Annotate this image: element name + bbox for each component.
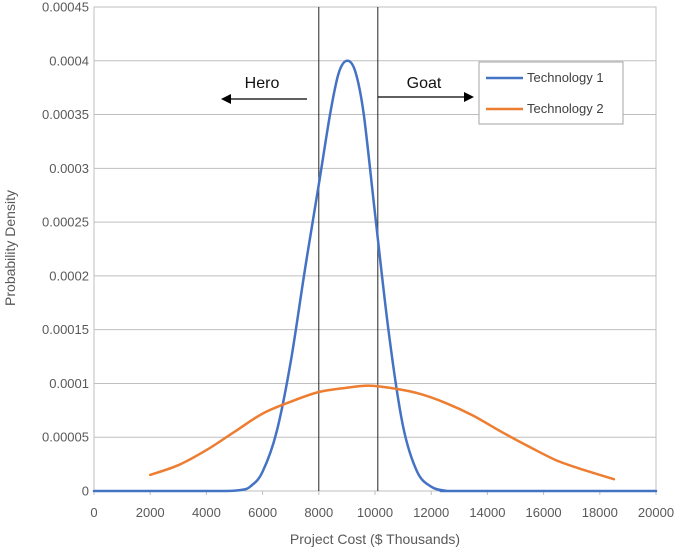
x-tick-labels: 0 2000 4000 6000 8000 10000 12000 14000 16000 180… [90, 505, 674, 520]
series-line-technology-2 [148, 384, 616, 481]
y-axis-title: Probability Density [2, 190, 18, 306]
x-tick-label: 0 [90, 505, 97, 520]
annotation-goat-label: Goat [407, 75, 442, 92]
x-tick-label: 10000 [357, 505, 393, 520]
y-tick-label: 0.00015 [42, 322, 89, 337]
arrow-left-head-icon [221, 94, 231, 104]
x-tick-label: 6000 [248, 505, 277, 520]
data-series [92, 59, 658, 493]
y-tick-labels: 0 0.00005 0.0001 0.00015 0.0002 0.00025 0.0003… [42, 0, 89, 499]
y-tick-label: 0.0003 [49, 161, 89, 176]
y-tick-label: 0.00045 [42, 0, 89, 15]
x-tick-label: 14000 [469, 505, 505, 520]
legend-box [478, 61, 624, 125]
x-tick-label: 2000 [136, 505, 165, 520]
x-tick-label: 18000 [582, 505, 618, 520]
annotation-hero-label: Hero [245, 75, 280, 92]
y-tick-label: 0 [82, 484, 89, 499]
annotations: Hero Goat [221, 75, 474, 104]
x-tick-label: 8000 [304, 505, 333, 520]
legend-label-technology-1: Technology 1 [527, 70, 604, 85]
legend: Technology 1 Technology 2 [478, 61, 624, 125]
x-tick-label: 12000 [413, 505, 449, 520]
x-tick-label: 4000 [192, 505, 221, 520]
series-line-technology-1 [92, 59, 658, 493]
x-tick-label: 20000 [638, 505, 674, 520]
y-tick-label: 0.00005 [42, 430, 89, 445]
y-tick-label: 0.00025 [42, 215, 89, 230]
y-tick-label: 0.0002 [49, 268, 89, 283]
x-axis-title: Project Cost ($ Thousands) [290, 531, 460, 547]
y-tick-label: 0.00035 [42, 107, 89, 122]
arrow-right-head-icon [464, 92, 474, 102]
legend-label-technology-2: Technology 2 [527, 101, 604, 116]
y-tick-label: 0.0001 [49, 376, 89, 391]
x-tick-label: 16000 [526, 505, 562, 520]
threshold-lines [318, 7, 379, 491]
y-tick-label: 0.0004 [49, 53, 89, 68]
